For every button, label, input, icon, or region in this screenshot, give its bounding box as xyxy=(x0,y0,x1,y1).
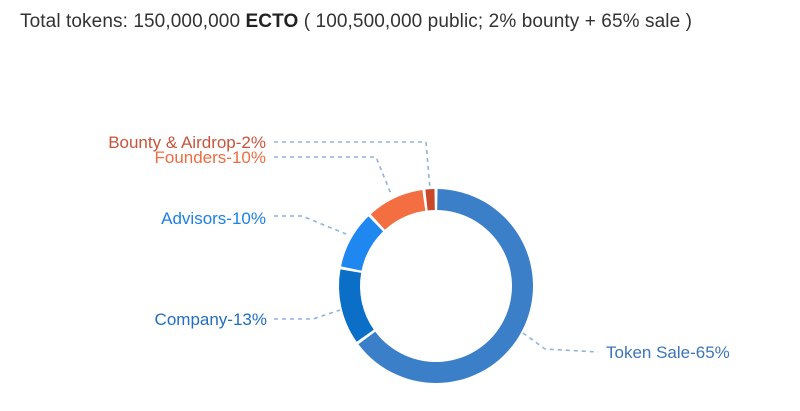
leader-line-founders xyxy=(274,156,392,195)
slice-company xyxy=(338,269,374,342)
slice-advisors xyxy=(341,216,384,271)
label-company: Company-13% xyxy=(155,310,267,329)
summary-prefix: Total tokens: 150,000,000 xyxy=(20,11,246,32)
leader-line-company xyxy=(274,309,341,320)
token-symbol: ECTO xyxy=(245,11,299,32)
label-token-sale: Token Sale-65% xyxy=(606,343,730,362)
label-bounty-airdrop: Bounty & Airdrop-2% xyxy=(108,133,266,152)
label-founders: Founders-10% xyxy=(154,148,266,167)
leader-line-bounty-airdrop xyxy=(274,141,431,190)
label-advisors: Advisors-10% xyxy=(161,209,266,228)
slice-founders xyxy=(370,189,426,230)
leader-line-token-sale xyxy=(522,332,599,353)
token-summary: Total tokens: 150,000,000 ECTO ( 100,500… xyxy=(20,11,692,33)
slice-bounty-airdrop xyxy=(425,189,435,211)
leader-line-advisors xyxy=(274,215,347,235)
summary-suffix: ( 100,500,000 public; 2% bounty + 65% sa… xyxy=(298,11,693,32)
